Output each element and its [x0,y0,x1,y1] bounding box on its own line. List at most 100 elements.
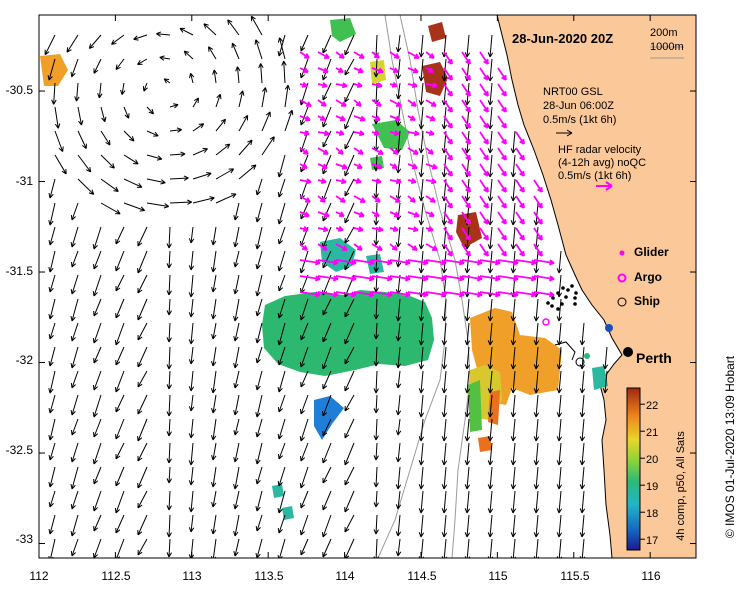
model-arrow [487,178,494,202]
model-arrow [100,106,107,123]
model-arrow [418,82,425,106]
radar-arrow [497,163,507,177]
model-arrow [510,370,517,394]
model-arrow [487,370,494,394]
model-arrow [579,466,586,490]
radar-arrow [335,291,357,298]
model-arrow [93,466,102,485]
model-arrow [137,466,148,489]
model-arrow [120,82,126,95]
model-arrow [115,442,125,460]
model-arrow [142,82,148,92]
model-arrow [344,250,355,271]
model-arrow [114,490,125,514]
model-arrow [418,514,425,538]
glider-track-point [550,304,554,308]
model-arrow [533,298,540,322]
radar-arrow [515,259,537,266]
radar-arrow [299,163,308,169]
radar-arrow [497,211,507,225]
glider-legend-label: Glider [634,245,669,259]
radar-arrow [425,147,434,155]
model-arrow [395,106,402,127]
model-arrow [533,490,540,514]
y-tick-label: -30.5 [5,83,33,97]
model-arrow [373,346,379,367]
model-arrow [235,66,241,84]
model-arrow [510,514,517,538]
model-arrow [255,274,263,297]
model-arrow [277,298,286,319]
radar-arrow [461,147,471,161]
radar-arrow [407,115,416,121]
model-arrow [188,298,195,318]
model-arrow [344,394,355,412]
model-arrow [464,34,471,58]
model-arrow [115,466,125,487]
model-arrow [258,63,264,84]
radar-arrow [443,179,453,193]
land-area [497,15,696,558]
radar-arrow [299,81,308,88]
radar-arrow [335,259,357,266]
x-tick-label: 114.5 [407,569,437,583]
model-arrow [210,418,217,441]
model-arrow [210,298,217,320]
model-arrow [418,202,425,226]
model-arrow [300,490,309,509]
model-arrow [188,442,195,466]
model-arrow [255,298,263,317]
model-arrow [510,346,517,370]
model-arrow [277,490,286,514]
model-arrow [77,154,92,173]
radar-arrow [425,243,438,251]
colorbar-label: 4h comp, p50, All Sats [675,431,687,541]
radar-arrow [461,179,471,193]
radar-arrow [533,179,543,193]
model-arrow [602,346,609,370]
model-arrow [373,514,379,535]
x-tick-label: 112 [29,569,49,583]
sst-patch-north-red-2 [422,62,448,96]
model-arrow [418,466,425,490]
model-arrow [322,106,332,128]
model-arrow [93,514,102,532]
model-arrow [556,298,563,322]
model-arrow [48,442,56,461]
model-arrow [51,82,57,105]
model-arrow [579,394,586,418]
model-arrow [395,346,402,369]
radar-arrow [407,67,419,74]
radar-arrow [461,275,483,282]
model-arrow [277,250,286,272]
radar-arrow [533,275,555,282]
ship-legend-label: Ship [634,294,660,308]
radar-arrow [497,115,507,129]
radar-arrow [317,115,326,121]
radar-arrow [371,51,380,59]
model-arrow [238,164,257,180]
radar-arrow [371,82,383,89]
y-tick-label: -31.5 [5,264,33,278]
model-arrow [487,34,494,58]
radar-arrow [479,227,489,241]
model-arrow [100,130,111,146]
model-arrow [344,370,355,392]
contour-200m [399,15,471,558]
model-arrow [510,466,517,490]
model-arrow [159,55,171,61]
model-arrow [533,346,540,370]
radar-arrow [461,227,471,241]
model-arrow [510,490,517,514]
radar-arrow [353,51,365,59]
model-arrow [322,202,332,222]
model-arrow [418,34,425,58]
radar-arrow [353,82,363,88]
model-arrow [556,394,563,418]
model-arrow [48,202,56,226]
radar-arrow [389,81,398,88]
radar-scale-arrowhead [605,181,613,191]
sst-patch-blue [314,396,344,440]
radar-arrow [443,99,453,113]
model-arrow [70,490,79,510]
